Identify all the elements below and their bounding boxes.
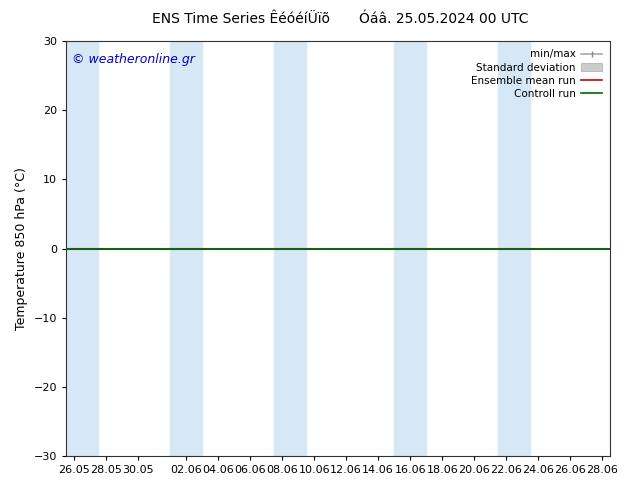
- Text: Óáâ. 25.05.2024 00 UTC: Óáâ. 25.05.2024 00 UTC: [359, 12, 529, 26]
- Bar: [170, 41, 202, 456]
- Y-axis label: Temperature 850 hPa (°C): Temperature 850 hPa (°C): [15, 167, 28, 330]
- Text: ENS Time Series ÊéóéíÜïõ: ENS Time Series ÊéóéíÜïõ: [152, 12, 330, 26]
- Bar: [66, 41, 98, 456]
- Legend: min/max, Standard deviation, Ensemble mean run, Controll run: min/max, Standard deviation, Ensemble me…: [468, 46, 605, 102]
- Bar: [498, 41, 530, 456]
- Bar: [394, 41, 426, 456]
- Bar: [274, 41, 306, 456]
- Text: © weatheronline.gr: © weatheronline.gr: [72, 53, 195, 67]
